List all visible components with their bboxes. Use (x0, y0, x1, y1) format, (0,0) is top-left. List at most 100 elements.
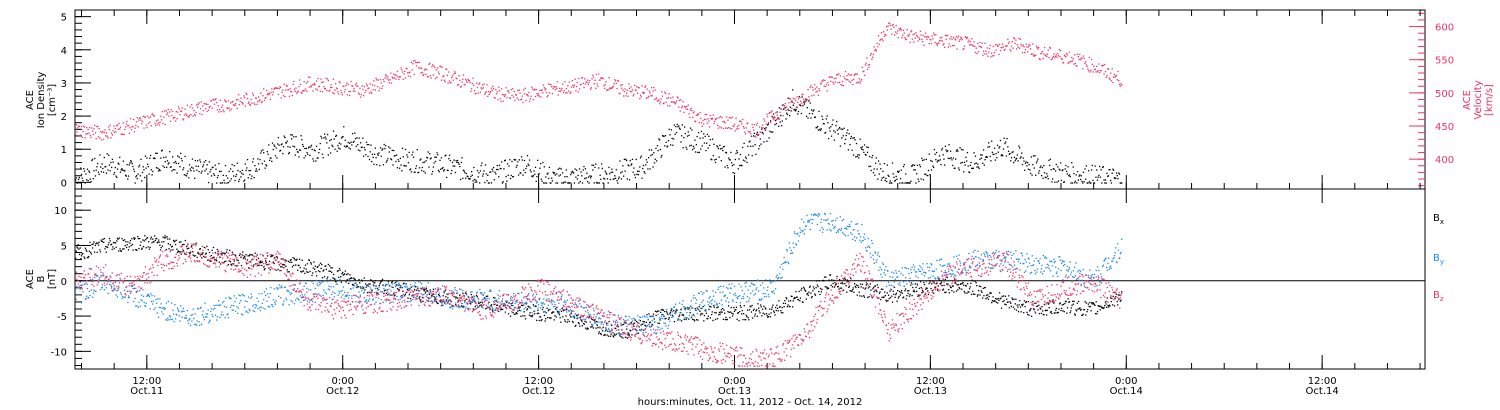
density-point (115, 175, 117, 177)
bx-point (1034, 302, 1036, 304)
bx-point (583, 323, 585, 325)
density-point (844, 142, 846, 145)
density-point (134, 182, 136, 184)
bx-point (334, 280, 337, 283)
density-point (221, 182, 223, 184)
density-point (606, 173, 608, 175)
by-point (150, 293, 152, 295)
velocity-point (1002, 46, 1005, 48)
bx-point (1074, 314, 1076, 316)
density-point (587, 181, 589, 183)
bx-point (736, 318, 738, 320)
density-point (684, 132, 687, 135)
density-point (1071, 182, 1074, 184)
velocity-point (999, 49, 1002, 52)
density-point (922, 179, 925, 181)
velocity-point (216, 101, 218, 104)
bx-point (438, 293, 440, 296)
velocity-point (335, 83, 337, 85)
bx-point (464, 300, 466, 302)
velocity-point (99, 137, 101, 139)
velocity-point (700, 122, 703, 124)
velocity-point (1049, 46, 1051, 49)
density-point (753, 135, 755, 137)
by-point (189, 317, 191, 320)
bx-point (620, 333, 622, 335)
density-point (1054, 170, 1057, 172)
density-point (580, 171, 582, 173)
density-point (1024, 169, 1026, 171)
bx-point (811, 295, 813, 298)
velocity-point (290, 90, 292, 93)
bx-point (755, 310, 757, 312)
bx-point (394, 294, 396, 296)
velocity-point (577, 91, 579, 93)
velocity-point (439, 65, 441, 67)
by-point (186, 309, 188, 312)
density-point (141, 171, 144, 174)
density-point (962, 149, 964, 151)
density-point (903, 163, 905, 166)
bx-point (840, 287, 843, 289)
velocity-point (437, 67, 439, 69)
by-point (83, 283, 85, 285)
velocity-point (397, 76, 399, 78)
density-point (1079, 178, 1082, 181)
bx-point (1104, 301, 1107, 303)
velocity-point (340, 89, 342, 92)
bx-point (679, 311, 681, 314)
bx-point (825, 286, 828, 288)
velocity-point (338, 81, 341, 83)
velocity-point (1009, 48, 1011, 51)
bx-point (554, 315, 556, 317)
velocity-point (982, 54, 984, 57)
velocity-point (289, 88, 291, 90)
density-point (974, 163, 976, 165)
density-point (272, 148, 274, 151)
density-point (158, 168, 161, 171)
bx-point (103, 237, 106, 240)
density-point (118, 163, 120, 165)
density-point (473, 178, 476, 181)
density-point (699, 137, 701, 139)
bx-point (808, 291, 810, 293)
velocity-point (832, 81, 834, 83)
bx-point (1070, 307, 1073, 309)
density-point (528, 164, 530, 167)
bx-point (310, 263, 313, 265)
bx-point (347, 282, 350, 285)
density-point (702, 137, 704, 139)
density-point (663, 135, 665, 138)
bx-point (306, 271, 308, 273)
velocity-point (622, 95, 625, 97)
bx-point (490, 304, 493, 306)
velocity-point (1079, 58, 1082, 61)
velocity-point (1082, 68, 1084, 70)
velocity-point (501, 88, 503, 90)
velocity-point (553, 86, 556, 88)
velocity-point (791, 107, 793, 109)
density-point (85, 173, 87, 175)
bx-point (303, 267, 305, 269)
density-point (144, 155, 147, 157)
density-point (976, 166, 978, 168)
bx-point (1085, 302, 1088, 304)
velocity-point (602, 77, 604, 80)
density-point (294, 154, 296, 156)
velocity-point (99, 130, 102, 133)
density-point (603, 177, 605, 180)
velocity-point (481, 88, 483, 90)
velocity-point (355, 82, 357, 84)
density-point (124, 170, 126, 172)
bx-point (602, 326, 604, 329)
bx-point (298, 264, 300, 267)
bx-point (940, 282, 942, 285)
bx-point (814, 294, 817, 296)
velocity-point (816, 86, 818, 88)
bx-point (1102, 307, 1105, 309)
bx-point (870, 289, 872, 291)
density-point (1068, 175, 1070, 177)
density-point (669, 134, 671, 136)
density-point (80, 173, 83, 176)
velocity-point (274, 87, 276, 89)
